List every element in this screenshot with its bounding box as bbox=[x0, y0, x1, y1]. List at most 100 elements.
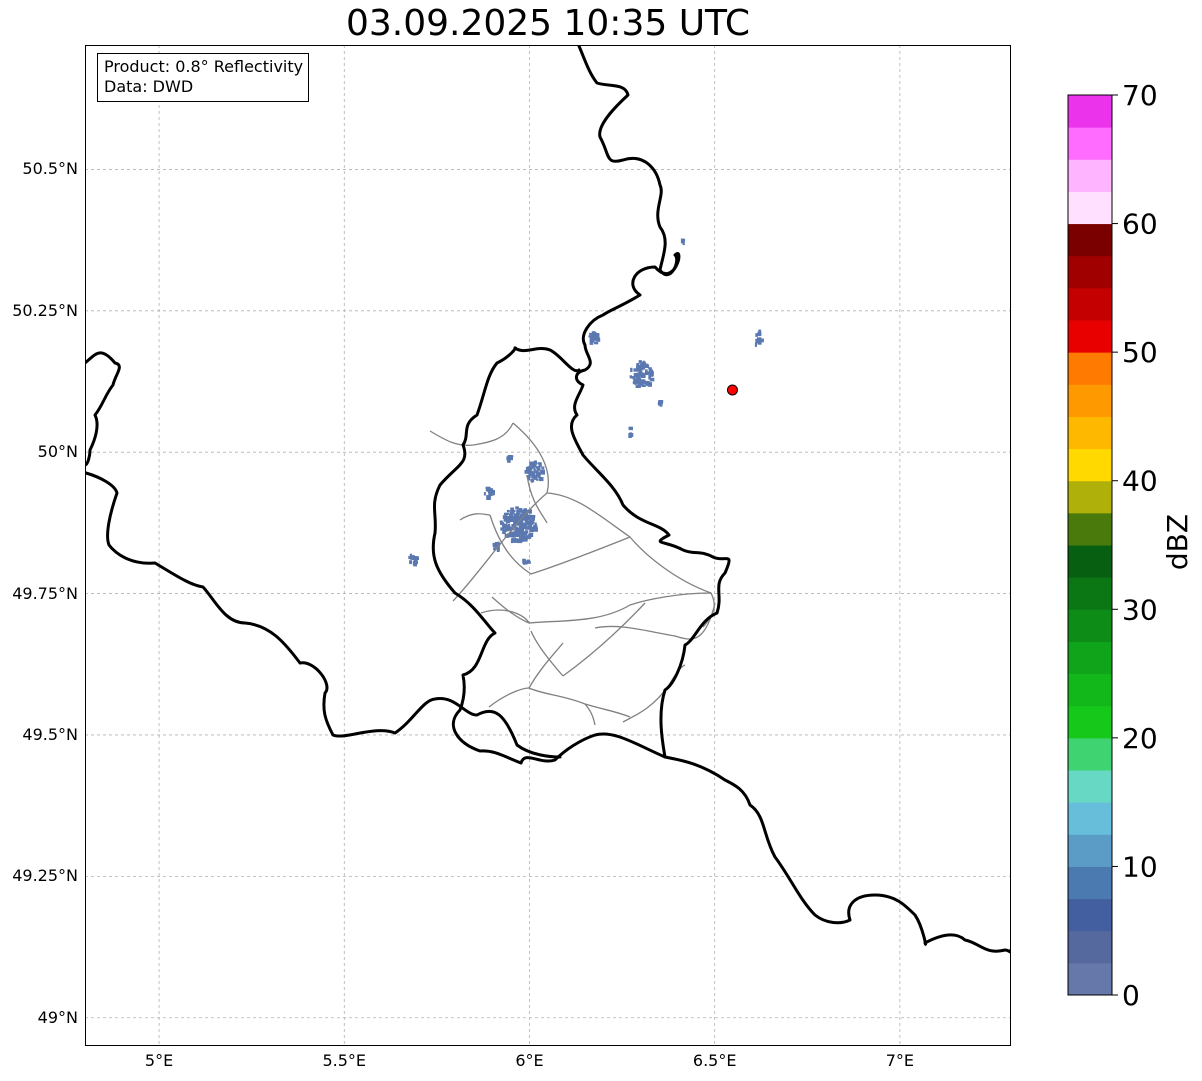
colorbar-segment bbox=[1068, 352, 1112, 385]
echo-pixel bbox=[636, 376, 640, 380]
echo-pixel bbox=[682, 238, 686, 242]
echo-pixel bbox=[596, 337, 601, 342]
echo-pixel bbox=[529, 528, 534, 533]
radar-echoes bbox=[408, 238, 764, 567]
echo-pixel bbox=[514, 517, 517, 522]
colorbar-segment bbox=[1068, 834, 1112, 867]
echo-pixel bbox=[635, 384, 641, 388]
map-frame-border bbox=[85, 45, 1011, 1046]
echo-pixel bbox=[504, 524, 509, 530]
echo-pixel bbox=[532, 464, 536, 467]
echo-pixel bbox=[647, 382, 652, 387]
colorbar-segment bbox=[1068, 962, 1112, 996]
latitude-label: 49.75°N bbox=[12, 583, 78, 603]
echo-pixel bbox=[635, 373, 641, 378]
echo-pixel bbox=[504, 517, 509, 522]
echo-pixel bbox=[532, 520, 535, 524]
echo-pixel bbox=[527, 522, 532, 525]
echo-pixel bbox=[527, 468, 531, 473]
echo-pixel bbox=[648, 375, 651, 380]
echo-pixel bbox=[516, 509, 519, 513]
echo-pixel bbox=[639, 366, 645, 370]
colorbar-segment bbox=[1068, 384, 1112, 417]
map-canvas[interactable] bbox=[85, 45, 1011, 1046]
echo-pixel bbox=[483, 492, 486, 496]
echo-pixel bbox=[759, 338, 764, 343]
colorbar-segment bbox=[1068, 866, 1112, 900]
regional-border bbox=[459, 513, 491, 521]
echo-pixel bbox=[414, 556, 417, 562]
echo-pixel bbox=[524, 518, 529, 523]
echo-pixel bbox=[517, 517, 521, 521]
colorbar-segment bbox=[1068, 673, 1112, 707]
echo-pixel bbox=[509, 531, 515, 534]
echo-pixel bbox=[495, 542, 499, 546]
echo-pixel bbox=[641, 384, 646, 387]
echo-pixel bbox=[410, 555, 415, 560]
echo-pixel bbox=[630, 367, 633, 373]
colorbar-unit-label: dBZ bbox=[1161, 513, 1194, 571]
echo-pixel bbox=[502, 515, 508, 519]
longitude-label: 5.5°E bbox=[322, 1051, 367, 1070]
echo-pixel bbox=[524, 526, 529, 530]
echo-pixel bbox=[521, 538, 524, 542]
echo-pixel bbox=[539, 477, 544, 482]
colorbar-segment bbox=[1068, 545, 1112, 578]
echo-pixel bbox=[518, 530, 524, 536]
echo-pixel bbox=[541, 466, 545, 470]
echo-pixel bbox=[528, 476, 531, 481]
echo-pixel bbox=[630, 376, 634, 379]
echo-pixel bbox=[529, 461, 534, 466]
national-borders bbox=[85, 45, 1011, 954]
echo-pixel bbox=[488, 493, 493, 497]
graticule bbox=[85, 45, 1011, 1046]
echo-pixel bbox=[502, 523, 507, 528]
echo-pixel bbox=[524, 535, 529, 538]
echo-pixel bbox=[517, 538, 523, 544]
colorbar-segment bbox=[1068, 930, 1112, 964]
national-border bbox=[431, 45, 731, 765]
echo-pixel bbox=[641, 373, 646, 378]
radar-map[interactable]: Product: 0.8° Reflectivity Data: DWD bbox=[85, 45, 1011, 1046]
colorbar-tick-label: 50 bbox=[1122, 336, 1158, 369]
echo-pixel bbox=[510, 507, 514, 512]
regional-border bbox=[526, 474, 548, 524]
echo-pixel bbox=[758, 329, 762, 335]
colorbar-segment bbox=[1068, 802, 1112, 835]
echo-pixel bbox=[525, 466, 529, 472]
regional-border bbox=[528, 642, 564, 689]
colorbar-segment bbox=[1068, 159, 1112, 192]
echo-pixel bbox=[518, 508, 523, 512]
echo-pixel bbox=[518, 535, 522, 540]
echo-pixel bbox=[409, 560, 412, 565]
echo-pixel bbox=[413, 561, 417, 567]
echo-pixel bbox=[593, 331, 597, 336]
echo-pixel bbox=[659, 401, 663, 405]
echo-pixel bbox=[540, 472, 544, 475]
echo-pixel bbox=[534, 460, 537, 465]
echo-pixel bbox=[497, 542, 501, 546]
colorbar-segment bbox=[1068, 577, 1112, 610]
colorbar-segment bbox=[1068, 448, 1112, 482]
echo-pixel bbox=[499, 520, 503, 523]
echo-pixel bbox=[506, 512, 510, 515]
echo-pixel bbox=[596, 335, 600, 339]
colorbar-tick-label: 0 bbox=[1122, 979, 1140, 1012]
echo-pixel bbox=[648, 367, 652, 370]
echo-pixel bbox=[524, 560, 528, 565]
echo-pixel bbox=[636, 363, 639, 366]
echo-pixel bbox=[635, 373, 637, 377]
echo-pixel bbox=[528, 523, 532, 529]
echo-pixel bbox=[512, 518, 516, 521]
regional-border bbox=[562, 602, 646, 677]
radar-site-dot[interactable] bbox=[726, 384, 738, 396]
product-info-box: Product: 0.8° Reflectivity Data: DWD bbox=[97, 53, 310, 102]
echo-pixel bbox=[494, 543, 499, 548]
echo-pixel bbox=[514, 530, 518, 534]
echo-pixel bbox=[648, 373, 654, 377]
latitude-label: 49.25°N bbox=[12, 866, 78, 886]
national-border bbox=[85, 471, 562, 759]
regional-border bbox=[452, 422, 549, 602]
regional-border bbox=[594, 602, 716, 640]
echo-pixel bbox=[493, 547, 497, 551]
